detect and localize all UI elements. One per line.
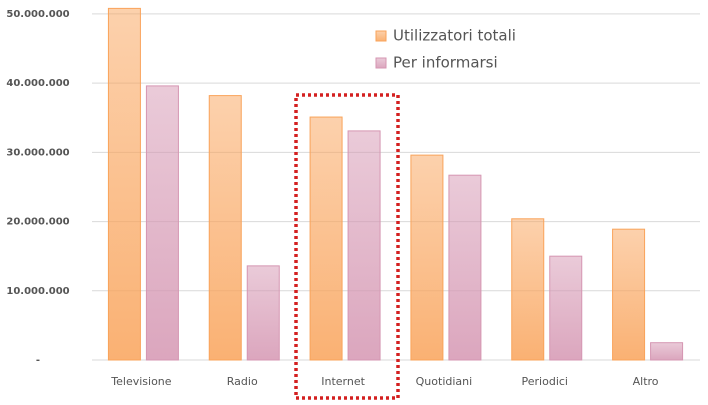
x-tick-label: Internet <box>321 375 365 388</box>
x-tick-label: Radio <box>227 375 258 388</box>
y-tick-label: 30.000.000 <box>6 147 69 158</box>
x-tick-label: Televisione <box>110 375 171 388</box>
bar <box>145 85 179 361</box>
x-tick-label: Periodici <box>522 375 568 388</box>
highlight-box <box>294 93 400 400</box>
y-tick-label: 10.000.000 <box>6 286 69 297</box>
y-tick-label: 20.000.000 <box>6 217 69 228</box>
bar <box>650 342 684 361</box>
legend-label: Per informarsi <box>393 54 498 72</box>
y-tick-label: - <box>36 355 40 366</box>
bar <box>410 154 444 361</box>
legend-swatch <box>375 57 387 69</box>
legend-swatch <box>375 30 387 42</box>
bar <box>612 228 646 361</box>
bar <box>309 116 343 361</box>
bar <box>208 95 242 361</box>
bar <box>549 255 583 361</box>
bar <box>246 265 280 361</box>
bar <box>347 130 381 361</box>
bar <box>511 218 545 361</box>
x-tick-label: Altro <box>633 375 659 388</box>
x-tick-label: Quotidiani <box>416 375 473 388</box>
y-tick-label: 40.000.000 <box>6 78 69 89</box>
bar <box>448 174 482 361</box>
legend-label: Utilizzatori totali <box>393 27 516 45</box>
bar <box>107 7 141 361</box>
y-tick-label: 50.000.000 <box>6 9 69 20</box>
